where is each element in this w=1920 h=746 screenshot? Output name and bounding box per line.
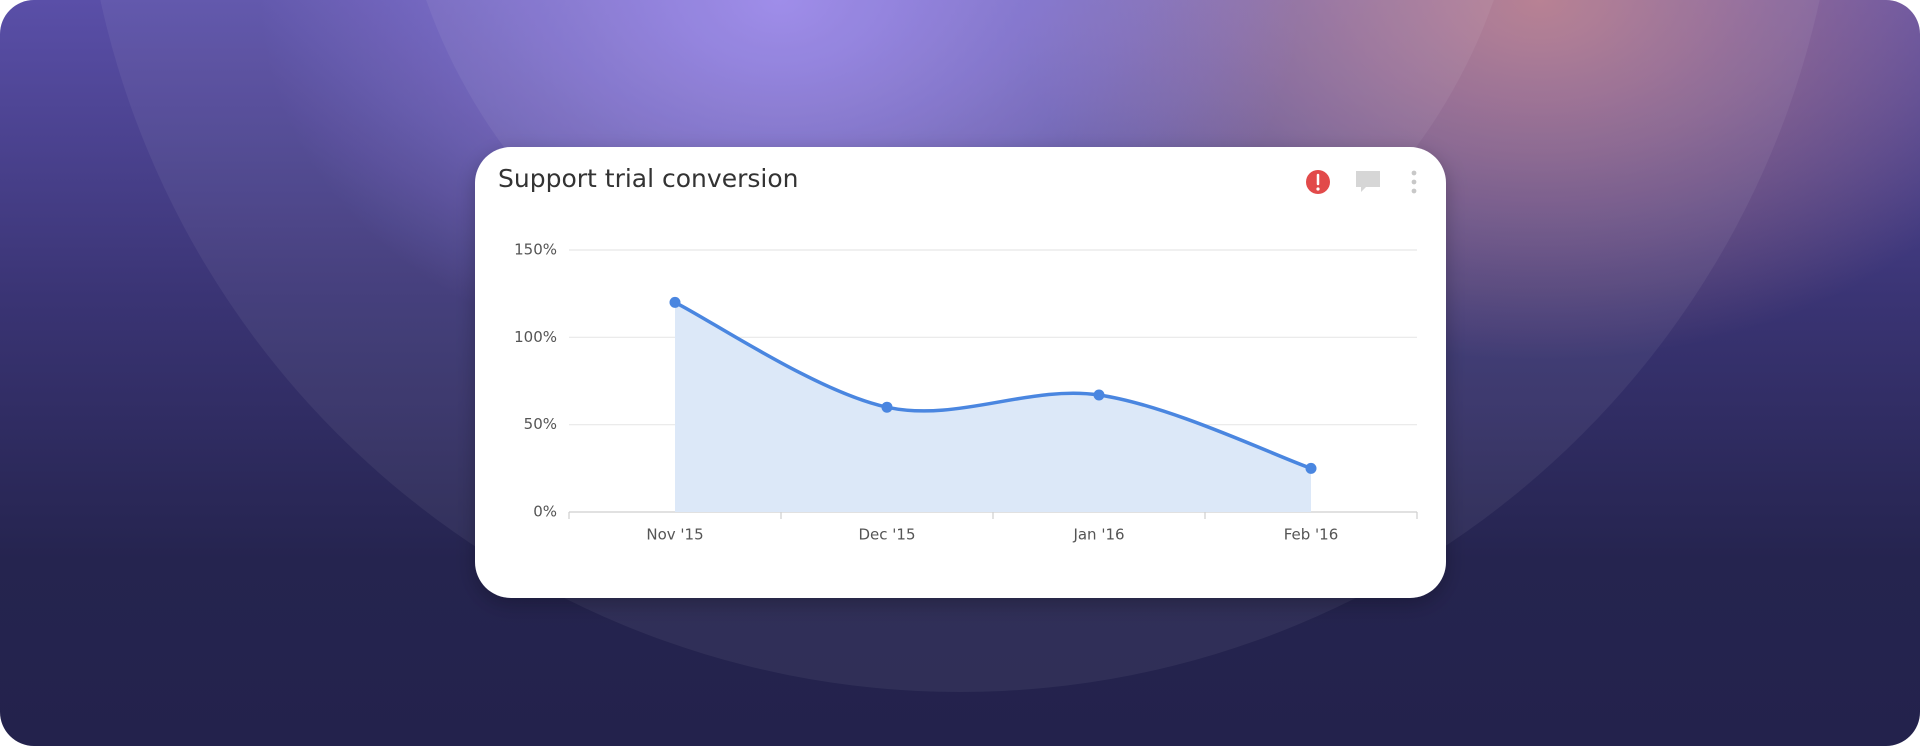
x-tick-label: Nov '15	[646, 526, 703, 544]
y-tick-label: 100%	[514, 328, 557, 346]
point	[1305, 462, 1317, 474]
x-tick-label: Jan '16	[1072, 526, 1124, 544]
point	[881, 401, 893, 413]
y-tick-label: 50%	[524, 415, 557, 433]
y-tick-label: 0%	[533, 503, 557, 521]
alert-icon[interactable]	[1306, 170, 1330, 194]
line	[674, 300, 1312, 470]
point	[1093, 389, 1105, 401]
comment-icon[interactable]	[1356, 171, 1380, 192]
area	[675, 302, 1311, 512]
chart-title: Support trial conversion	[498, 164, 798, 193]
x-tick-label: Feb '16	[1284, 526, 1339, 544]
point	[669, 296, 681, 308]
x-tick-label: Dec '15	[858, 526, 915, 544]
y-tick-label: 150%	[514, 241, 557, 259]
menu-icon[interactable]	[1411, 170, 1417, 194]
